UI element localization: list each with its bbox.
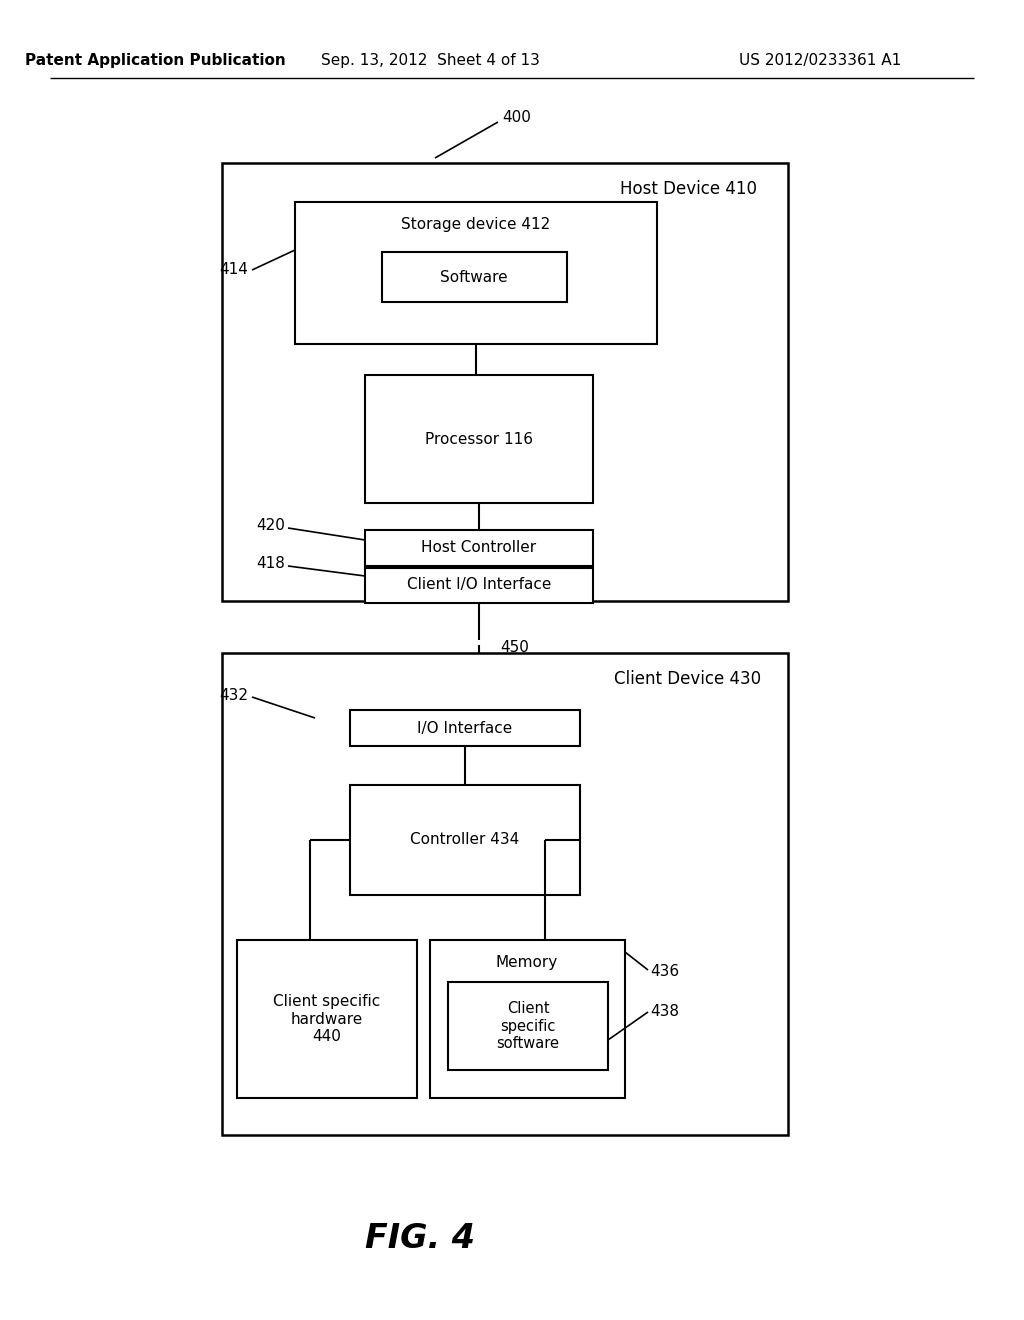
Text: US 2012/0233361 A1: US 2012/0233361 A1 (739, 53, 901, 67)
Text: Processor 116: Processor 116 (425, 432, 534, 446)
Bar (222, 162, 788, 601)
Text: Storage device 412: Storage device 412 (401, 216, 551, 231)
Text: Host Controller: Host Controller (422, 540, 537, 556)
Bar (350, 785, 580, 895)
Text: 436: 436 (650, 965, 679, 979)
Bar (365, 375, 593, 503)
Text: Sep. 13, 2012  Sheet 4 of 13: Sep. 13, 2012 Sheet 4 of 13 (321, 53, 540, 67)
Text: Software: Software (440, 269, 508, 285)
Text: Patent Application Publication: Patent Application Publication (25, 53, 286, 67)
Text: Memory: Memory (496, 954, 558, 969)
Bar (295, 202, 657, 345)
Bar (222, 653, 788, 1135)
Text: Client
specific
software: Client specific software (497, 1001, 559, 1051)
Bar (350, 710, 580, 746)
Text: 420: 420 (256, 517, 285, 532)
Text: Client I/O Interface: Client I/O Interface (407, 578, 551, 593)
Text: Host Device 410: Host Device 410 (620, 180, 757, 198)
Bar (365, 531, 593, 566)
Text: Controller 434: Controller 434 (411, 833, 519, 847)
Text: 414: 414 (219, 263, 248, 277)
Text: I/O Interface: I/O Interface (418, 721, 513, 735)
Bar (449, 982, 608, 1071)
Text: 400: 400 (502, 111, 530, 125)
Text: 432: 432 (219, 689, 248, 704)
Text: 450: 450 (500, 640, 528, 656)
Text: 438: 438 (650, 1005, 679, 1019)
Text: Client specific
hardware
440: Client specific hardware 440 (273, 994, 381, 1044)
Bar (430, 940, 625, 1098)
Bar (237, 940, 417, 1098)
Text: Client Device 430: Client Device 430 (614, 671, 762, 688)
Bar (382, 252, 567, 302)
Text: 418: 418 (256, 556, 285, 570)
Bar (365, 568, 593, 603)
Text: FIG. 4: FIG. 4 (365, 1221, 475, 1254)
